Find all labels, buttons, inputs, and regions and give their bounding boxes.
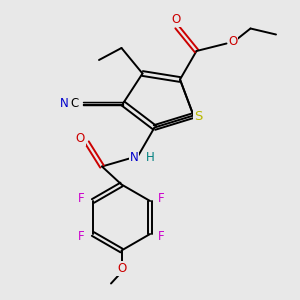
Text: O: O: [171, 13, 180, 26]
Text: F: F: [78, 230, 85, 243]
Text: H: H: [146, 151, 155, 164]
Text: F: F: [158, 230, 165, 243]
Text: C: C: [70, 97, 78, 110]
Text: O: O: [117, 262, 126, 275]
Text: S: S: [194, 110, 202, 124]
Text: N: N: [59, 97, 68, 110]
Text: O: O: [229, 34, 238, 48]
Text: F: F: [158, 192, 165, 205]
Text: F: F: [78, 192, 85, 205]
Text: O: O: [76, 132, 85, 146]
Text: N: N: [130, 151, 139, 164]
